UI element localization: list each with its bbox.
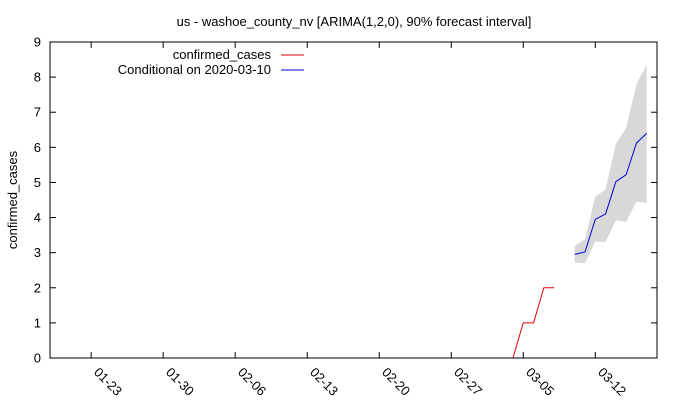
plot-frame <box>49 41 658 359</box>
x-tick-label: 02-20 <box>379 365 413 399</box>
y-tick-label: 0 <box>34 351 41 366</box>
x-tick-label: 03-05 <box>523 365 557 399</box>
y-tick-label: 4 <box>34 210 41 225</box>
y-tick-label: 3 <box>34 245 41 260</box>
x-tick-label: 02-27 <box>451 365 485 399</box>
y-tick-label: 7 <box>34 105 41 120</box>
y-tick-label: 1 <box>34 315 41 330</box>
y-tick-label: 5 <box>34 175 41 190</box>
y-tick-label: 2 <box>34 280 41 295</box>
x-tick-label: 01-30 <box>163 365 197 399</box>
y-tick-label: 6 <box>34 140 41 155</box>
y-tick-label: 8 <box>34 70 41 85</box>
series-line-1 <box>574 132 648 255</box>
y-axis-label: confirmed_cases <box>5 150 20 249</box>
series-layer <box>512 132 648 359</box>
x-tick-label: 01-23 <box>91 365 125 399</box>
x-tick-label: 02-06 <box>235 365 269 399</box>
forecast-interval-layer <box>574 64 647 264</box>
forecast-interval-band <box>574 64 647 264</box>
x-tick-label: 03-12 <box>595 365 629 399</box>
legend-label-1: Conditional on 2020-03-10 <box>118 62 271 77</box>
legend-label-0: confirmed_cases <box>173 47 272 62</box>
x-tick-label: 02-13 <box>307 365 341 399</box>
y-tick-label: 9 <box>34 35 41 50</box>
series-line-0 <box>512 287 555 359</box>
axes-layer: 0 1 2 3 4 5 6 7 8 9 01-23 01-30 02-06 02-13 02-20 02-27… <box>34 35 657 399</box>
chart-title: us - washoe_county_nv [ARIMA(1,2,0), 90%… <box>177 14 532 29</box>
